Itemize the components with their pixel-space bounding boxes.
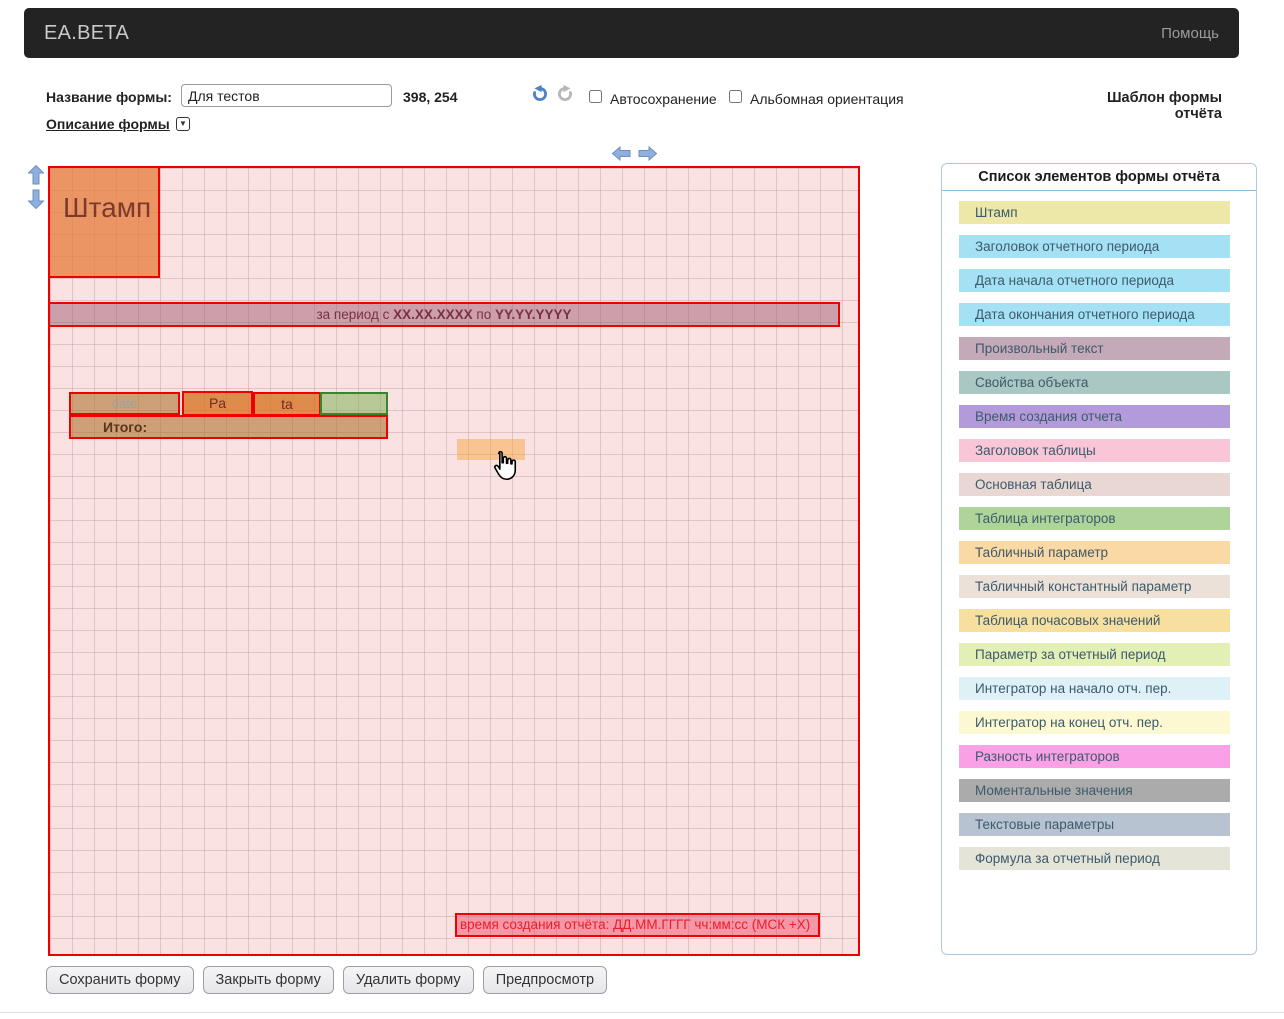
element-list-item[interactable]: Заголовок отчетного периода: [959, 235, 1230, 258]
table-date-column[interactable]: date: [69, 392, 180, 415]
period-mid: по: [472, 307, 495, 322]
element-list-item[interactable]: Заголовок таблицы: [959, 439, 1230, 462]
element-list-item[interactable]: Свойства объекта: [959, 371, 1230, 394]
element-list-item[interactable]: Текстовые параметры: [959, 813, 1230, 836]
creation-time-element[interactable]: время создания отчёта: ДД.ММ.ГГГГ чч:мм:…: [455, 913, 820, 937]
move-left-icon[interactable]: [612, 146, 631, 161]
preview-button[interactable]: Предпросмотр: [482, 966, 608, 994]
autosave-checkbox[interactable]: [589, 90, 602, 103]
app-brand[interactable]: EA.BETA: [44, 21, 130, 44]
report-period-element[interactable]: за период с XX.XX.XXXX по YY.YY.YYYY: [48, 302, 840, 327]
top-navbar: EA.BETA Помощь: [24, 8, 1239, 58]
form-canvas[interactable]: Штамп за период с XX.XX.XXXX по YY.YY.YY…: [48, 166, 860, 956]
table-integrator-cell[interactable]: [320, 392, 388, 415]
redo-icon[interactable]: [556, 85, 574, 103]
help-link[interactable]: Помощь: [1161, 24, 1219, 42]
element-list-panel: Список элементов формы отчёта Штамп Загол…: [941, 163, 1257, 955]
save-form-button[interactable]: Сохранить форму: [46, 966, 194, 994]
form-name-label: Название формы:: [46, 89, 172, 105]
delete-form-button[interactable]: Удалить форму: [342, 966, 474, 994]
footer-buttons: Сохранить форму Закрыть форму Удалить форм…: [46, 966, 608, 994]
period-end-date: YY.YY.YYYY: [494, 307, 572, 322]
stamp-element[interactable]: Штамп: [48, 166, 160, 278]
element-list-item[interactable]: Моментальные значения: [959, 779, 1230, 802]
description-toggle-icon[interactable]: ▼: [176, 117, 190, 131]
table-total-row[interactable]: Итого:: [69, 415, 388, 439]
element-list: Штамп Заголовок отчетного периода Дата нач…: [942, 191, 1256, 870]
landscape-checkbox[interactable]: [729, 90, 742, 103]
element-list-item[interactable]: Основная таблица: [959, 473, 1230, 496]
page-title: Шаблон формы отчёта: [1106, 90, 1222, 122]
element-list-item[interactable]: Разность интеграторов: [959, 745, 1230, 768]
form-name-input[interactable]: [181, 84, 392, 107]
element-list-item[interactable]: Формула за отчетный период: [959, 847, 1230, 870]
move-down-icon[interactable]: [28, 189, 44, 209]
undo-icon[interactable]: [531, 85, 549, 103]
period-prefix: за период с: [316, 307, 394, 322]
element-list-item[interactable]: Параметр за отчетный период: [959, 643, 1230, 666]
element-list-item[interactable]: Дата окончания отчетного периода: [959, 303, 1230, 326]
element-list-item[interactable]: Интегратор на конец отч. пер.: [959, 711, 1230, 734]
element-list-title: Список элементов формы отчёта: [942, 164, 1256, 191]
element-list-item[interactable]: Штамп: [959, 201, 1230, 224]
footer-divider: [0, 1012, 1284, 1013]
close-form-button[interactable]: Закрыть форму: [202, 966, 334, 994]
table-param-ta[interactable]: ta: [253, 392, 321, 416]
element-list-item[interactable]: Таблица интеграторов: [959, 507, 1230, 530]
move-right-icon[interactable]: [638, 146, 657, 161]
period-start-date: XX.XX.XXXX: [393, 307, 473, 322]
element-list-item[interactable]: Таблица почасовых значений: [959, 609, 1230, 632]
cursor-coordinates: 398, 254: [403, 89, 458, 105]
element-list-item[interactable]: Время создания отчета: [959, 405, 1230, 428]
drop-highlight-cell: [457, 439, 525, 460]
element-list-item[interactable]: Табличный константный параметр: [959, 575, 1230, 598]
autosave-label: Автосохранение: [610, 91, 717, 107]
move-up-icon[interactable]: [28, 165, 44, 185]
element-list-item[interactable]: Произвольный текст: [959, 337, 1230, 360]
landscape-label: Альбомная ориентация: [750, 91, 904, 107]
element-list-item[interactable]: Дата начала отчетного периода: [959, 269, 1230, 292]
element-list-item[interactable]: Интегратор на начало отч. пер.: [959, 677, 1230, 700]
form-description-link[interactable]: Описание формы: [46, 116, 170, 132]
element-list-item[interactable]: Табличный параметр: [959, 541, 1230, 564]
table-param-pa[interactable]: Pa: [182, 391, 253, 416]
